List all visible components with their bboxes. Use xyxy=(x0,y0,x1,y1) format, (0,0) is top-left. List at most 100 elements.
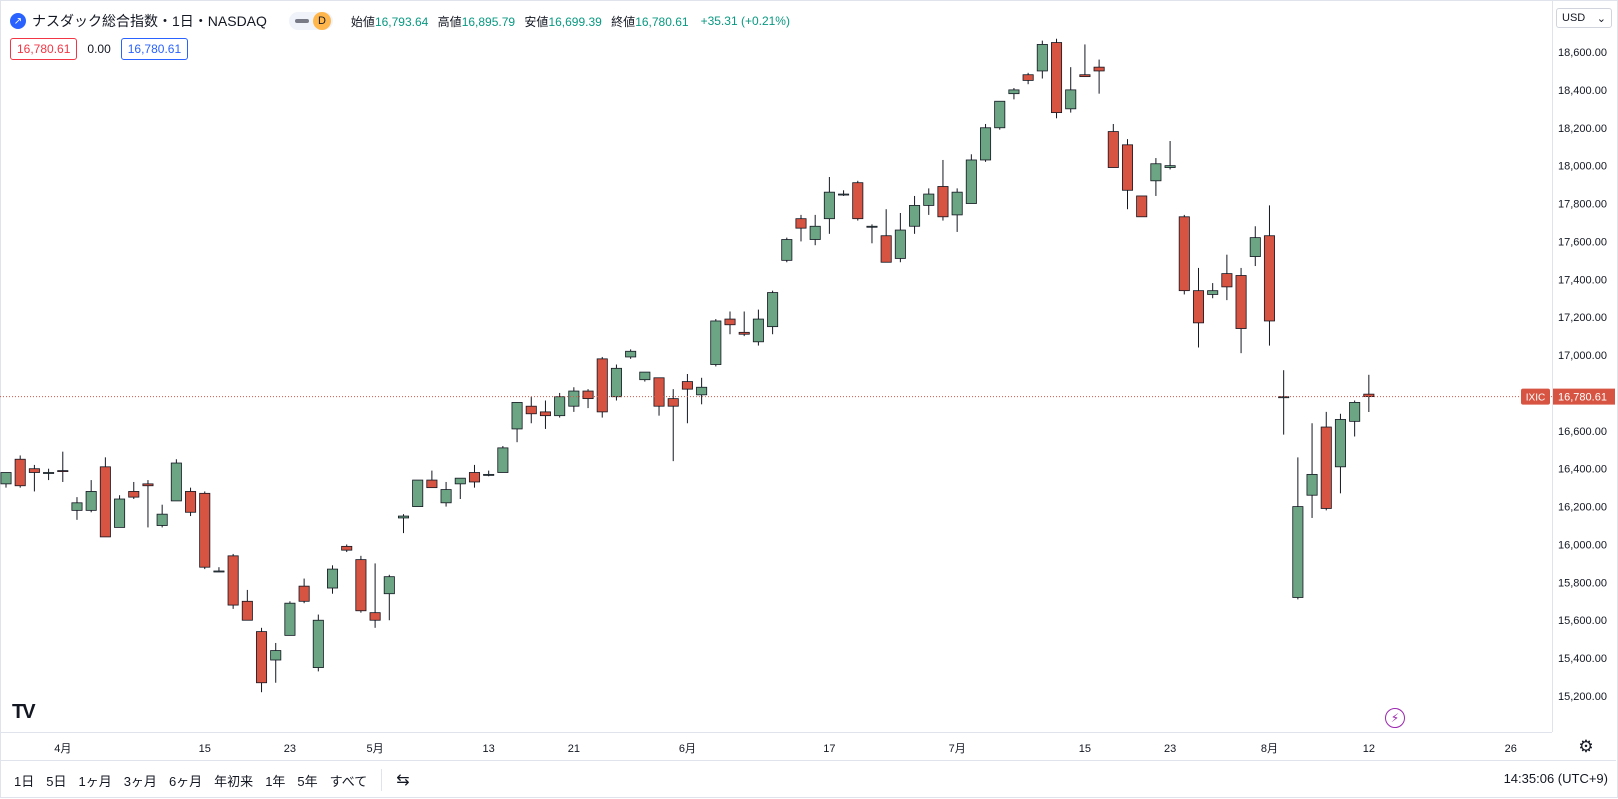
candle-body[interactable] xyxy=(1121,144,1134,191)
tradingview-logo-icon[interactable]: TV xyxy=(12,701,36,723)
candle-body[interactable] xyxy=(951,191,963,216)
candle-body[interactable] xyxy=(142,483,154,487)
candle-body[interactable] xyxy=(270,650,282,661)
candle-body[interactable] xyxy=(1065,89,1077,110)
candle-body[interactable] xyxy=(298,585,310,602)
candle-body[interactable] xyxy=(880,235,892,263)
range-button[interactable]: 1年 xyxy=(265,773,286,789)
candle-body[interactable] xyxy=(341,545,353,551)
candle-body[interactable] xyxy=(696,386,708,396)
candle-body[interactable] xyxy=(994,100,1006,129)
range-button[interactable]: 1ヶ月 xyxy=(78,773,112,789)
buy-price-button[interactable]: 16,780.61 xyxy=(120,38,189,60)
calendar-range-icon[interactable]: ⇆ xyxy=(396,772,410,789)
candle-body[interactable] xyxy=(468,472,480,483)
candle-body[interactable] xyxy=(454,477,466,485)
gear-icon[interactable]: ⚙ xyxy=(1578,737,1594,756)
candle-body[interactable] xyxy=(355,559,367,612)
candle-body[interactable] xyxy=(1235,275,1247,329)
candle-body[interactable] xyxy=(1207,290,1219,295)
currency-select[interactable]: USD ⌄ xyxy=(1556,8,1612,28)
candle-body[interactable] xyxy=(284,602,296,636)
candle-body[interactable] xyxy=(965,159,977,204)
candle-body[interactable] xyxy=(823,191,835,220)
candle-body[interactable] xyxy=(610,367,622,398)
candle-body[interactable] xyxy=(1051,42,1063,114)
candle-body[interactable] xyxy=(1192,290,1204,324)
candle-body[interactable] xyxy=(256,631,268,684)
candle-body[interactable] xyxy=(710,320,722,365)
candle-body[interactable] xyxy=(795,218,807,229)
candle-body[interactable] xyxy=(199,492,211,568)
candle-body[interactable] xyxy=(667,398,679,407)
range-button[interactable]: 3ヶ月 xyxy=(123,773,157,789)
candle-body[interactable] xyxy=(383,576,395,595)
candle-body[interactable] xyxy=(625,350,637,358)
candle-body[interactable] xyxy=(554,396,566,417)
interval-badge[interactable]: D xyxy=(312,12,331,30)
candle-body[interactable] xyxy=(1320,426,1332,509)
candle-body[interactable] xyxy=(1093,66,1105,72)
candle-body[interactable] xyxy=(57,470,69,473)
candle-body[interactable] xyxy=(752,318,764,343)
candle-body[interactable] xyxy=(937,186,949,218)
symbol-title[interactable]: ナスダック総合指数・1日・NASDAQ xyxy=(32,13,267,29)
candle-body[interactable] xyxy=(809,225,821,240)
candle-body[interactable] xyxy=(539,411,551,417)
candle-body[interactable] xyxy=(0,472,12,485)
candle-body[interactable] xyxy=(1249,237,1261,257)
candle-body[interactable] xyxy=(497,447,509,473)
candle-body[interactable] xyxy=(525,405,537,415)
candle-body[interactable] xyxy=(440,489,452,504)
range-button[interactable]: すべて xyxy=(329,773,368,789)
visibility-pill[interactable]: D xyxy=(288,12,333,30)
candle-body[interactable] xyxy=(1150,163,1162,182)
candle-body[interactable] xyxy=(185,491,197,513)
candle-body[interactable] xyxy=(43,472,55,474)
candle-body[interactable] xyxy=(596,358,608,413)
eye-icon[interactable] xyxy=(294,19,309,23)
sell-price-button[interactable]: 16,780.61 xyxy=(10,38,78,60)
candle-body[interactable] xyxy=(781,239,793,261)
candle-body[interactable] xyxy=(767,292,779,328)
candle-body[interactable] xyxy=(397,515,410,519)
candle-body[interactable] xyxy=(1349,402,1361,422)
candle-body[interactable] xyxy=(1107,131,1119,168)
candle-body[interactable] xyxy=(1079,74,1091,78)
range-button[interactable]: 5年 xyxy=(297,773,318,789)
time-axis[interactable] xyxy=(0,732,1552,761)
candle-body[interactable] xyxy=(1334,419,1346,468)
candle-body[interactable] xyxy=(1008,89,1020,95)
candle-body[interactable] xyxy=(1036,44,1048,72)
candle-body[interactable] xyxy=(99,466,111,538)
candle-body[interactable] xyxy=(852,182,864,220)
price-axis[interactable] xyxy=(1552,0,1617,732)
range-button[interactable]: 1日 xyxy=(14,773,35,789)
candle-body[interactable] xyxy=(1292,506,1304,598)
candle-body[interactable] xyxy=(114,498,126,528)
range-button[interactable]: 5日 xyxy=(46,773,67,789)
range-button[interactable]: 6ヶ月 xyxy=(168,773,203,789)
candle-body[interactable] xyxy=(312,619,324,668)
candle-body[interactable] xyxy=(838,193,850,196)
clock[interactable]: 14:35:06 (UTC+9) xyxy=(1503,771,1608,786)
candle-body[interactable] xyxy=(128,491,140,498)
candle-body[interactable] xyxy=(568,390,580,407)
candle-body[interactable] xyxy=(156,513,168,526)
candle-body[interactable] xyxy=(866,225,878,228)
candle-body[interactable] xyxy=(1178,216,1190,292)
candle-body[interactable] xyxy=(14,458,26,487)
candle-body[interactable] xyxy=(1164,165,1176,168)
candle-body[interactable] xyxy=(724,318,736,326)
candle-body[interactable] xyxy=(909,205,921,227)
candle-body[interactable] xyxy=(426,479,438,489)
candle-body[interactable] xyxy=(1221,273,1233,288)
range-button[interactable]: 年初来 xyxy=(214,773,254,789)
candle-body[interactable] xyxy=(28,468,40,473)
candle-body[interactable] xyxy=(412,479,424,507)
candle-body[interactable] xyxy=(511,402,523,430)
candle-body[interactable] xyxy=(1263,235,1275,322)
candle-body[interactable] xyxy=(1278,396,1290,399)
candle-body[interactable] xyxy=(681,381,693,390)
candle-body[interactable] xyxy=(639,371,651,381)
